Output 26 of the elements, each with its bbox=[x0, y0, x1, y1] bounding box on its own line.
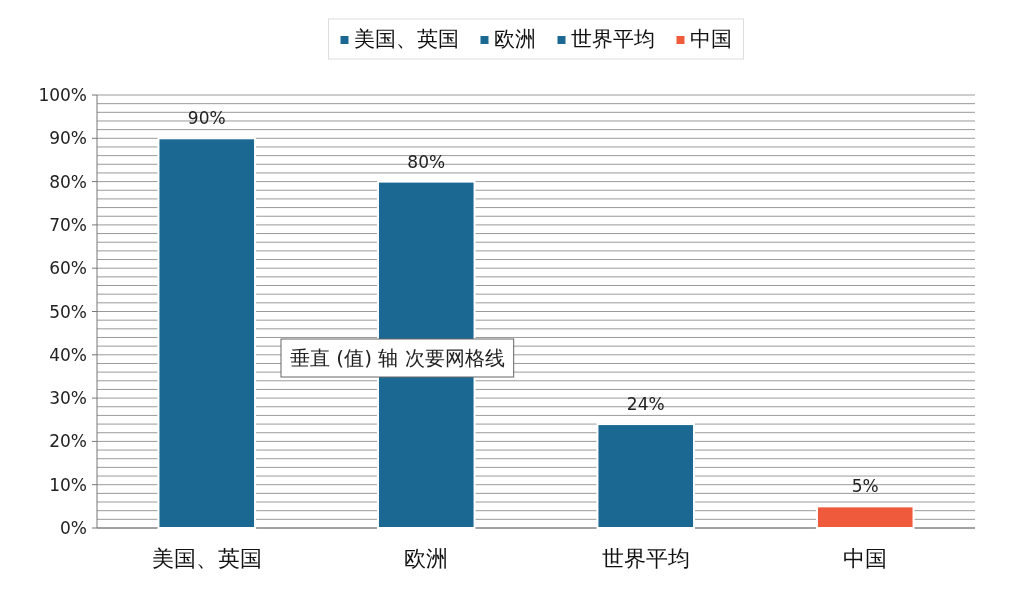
legend-label: 中国 bbox=[689, 27, 732, 51]
y-tick-label: 30% bbox=[49, 388, 87, 409]
y-tick-label: 20% bbox=[49, 431, 87, 452]
y-tick-label: 100% bbox=[38, 85, 87, 105]
data-label: 90% bbox=[187, 108, 226, 129]
legend-item: 美国、英国 bbox=[340, 27, 459, 51]
y-tick-label: 0% bbox=[60, 518, 87, 538]
y-tick-label: 10% bbox=[49, 474, 87, 495]
y-tick-label: 60% bbox=[49, 258, 87, 279]
x-tick-label: 世界平均 bbox=[601, 546, 690, 571]
y-tick-label: 50% bbox=[49, 301, 87, 322]
data-label: 5% bbox=[851, 476, 879, 497]
y-tick-label: 80% bbox=[49, 171, 87, 192]
data-label: 24% bbox=[626, 394, 665, 415]
legend-item: 欧洲 bbox=[480, 27, 536, 51]
legend-label: 欧洲 bbox=[493, 27, 536, 51]
y-tick-label: 70% bbox=[49, 214, 87, 235]
x-tick-label: 欧洲 bbox=[404, 546, 449, 571]
legend-item: 世界平均 bbox=[557, 27, 655, 51]
annotation: 垂直 (值) 轴 次要网格线 bbox=[290, 346, 505, 370]
x-tick-label: 中国 bbox=[843, 546, 888, 571]
x-tick-label: 美国、英国 bbox=[151, 546, 262, 571]
y-tick-label: 90% bbox=[49, 128, 87, 149]
data-label: 80% bbox=[407, 151, 446, 172]
y-tick-label: 40% bbox=[49, 344, 87, 365]
legend-item: 中国 bbox=[676, 27, 732, 51]
